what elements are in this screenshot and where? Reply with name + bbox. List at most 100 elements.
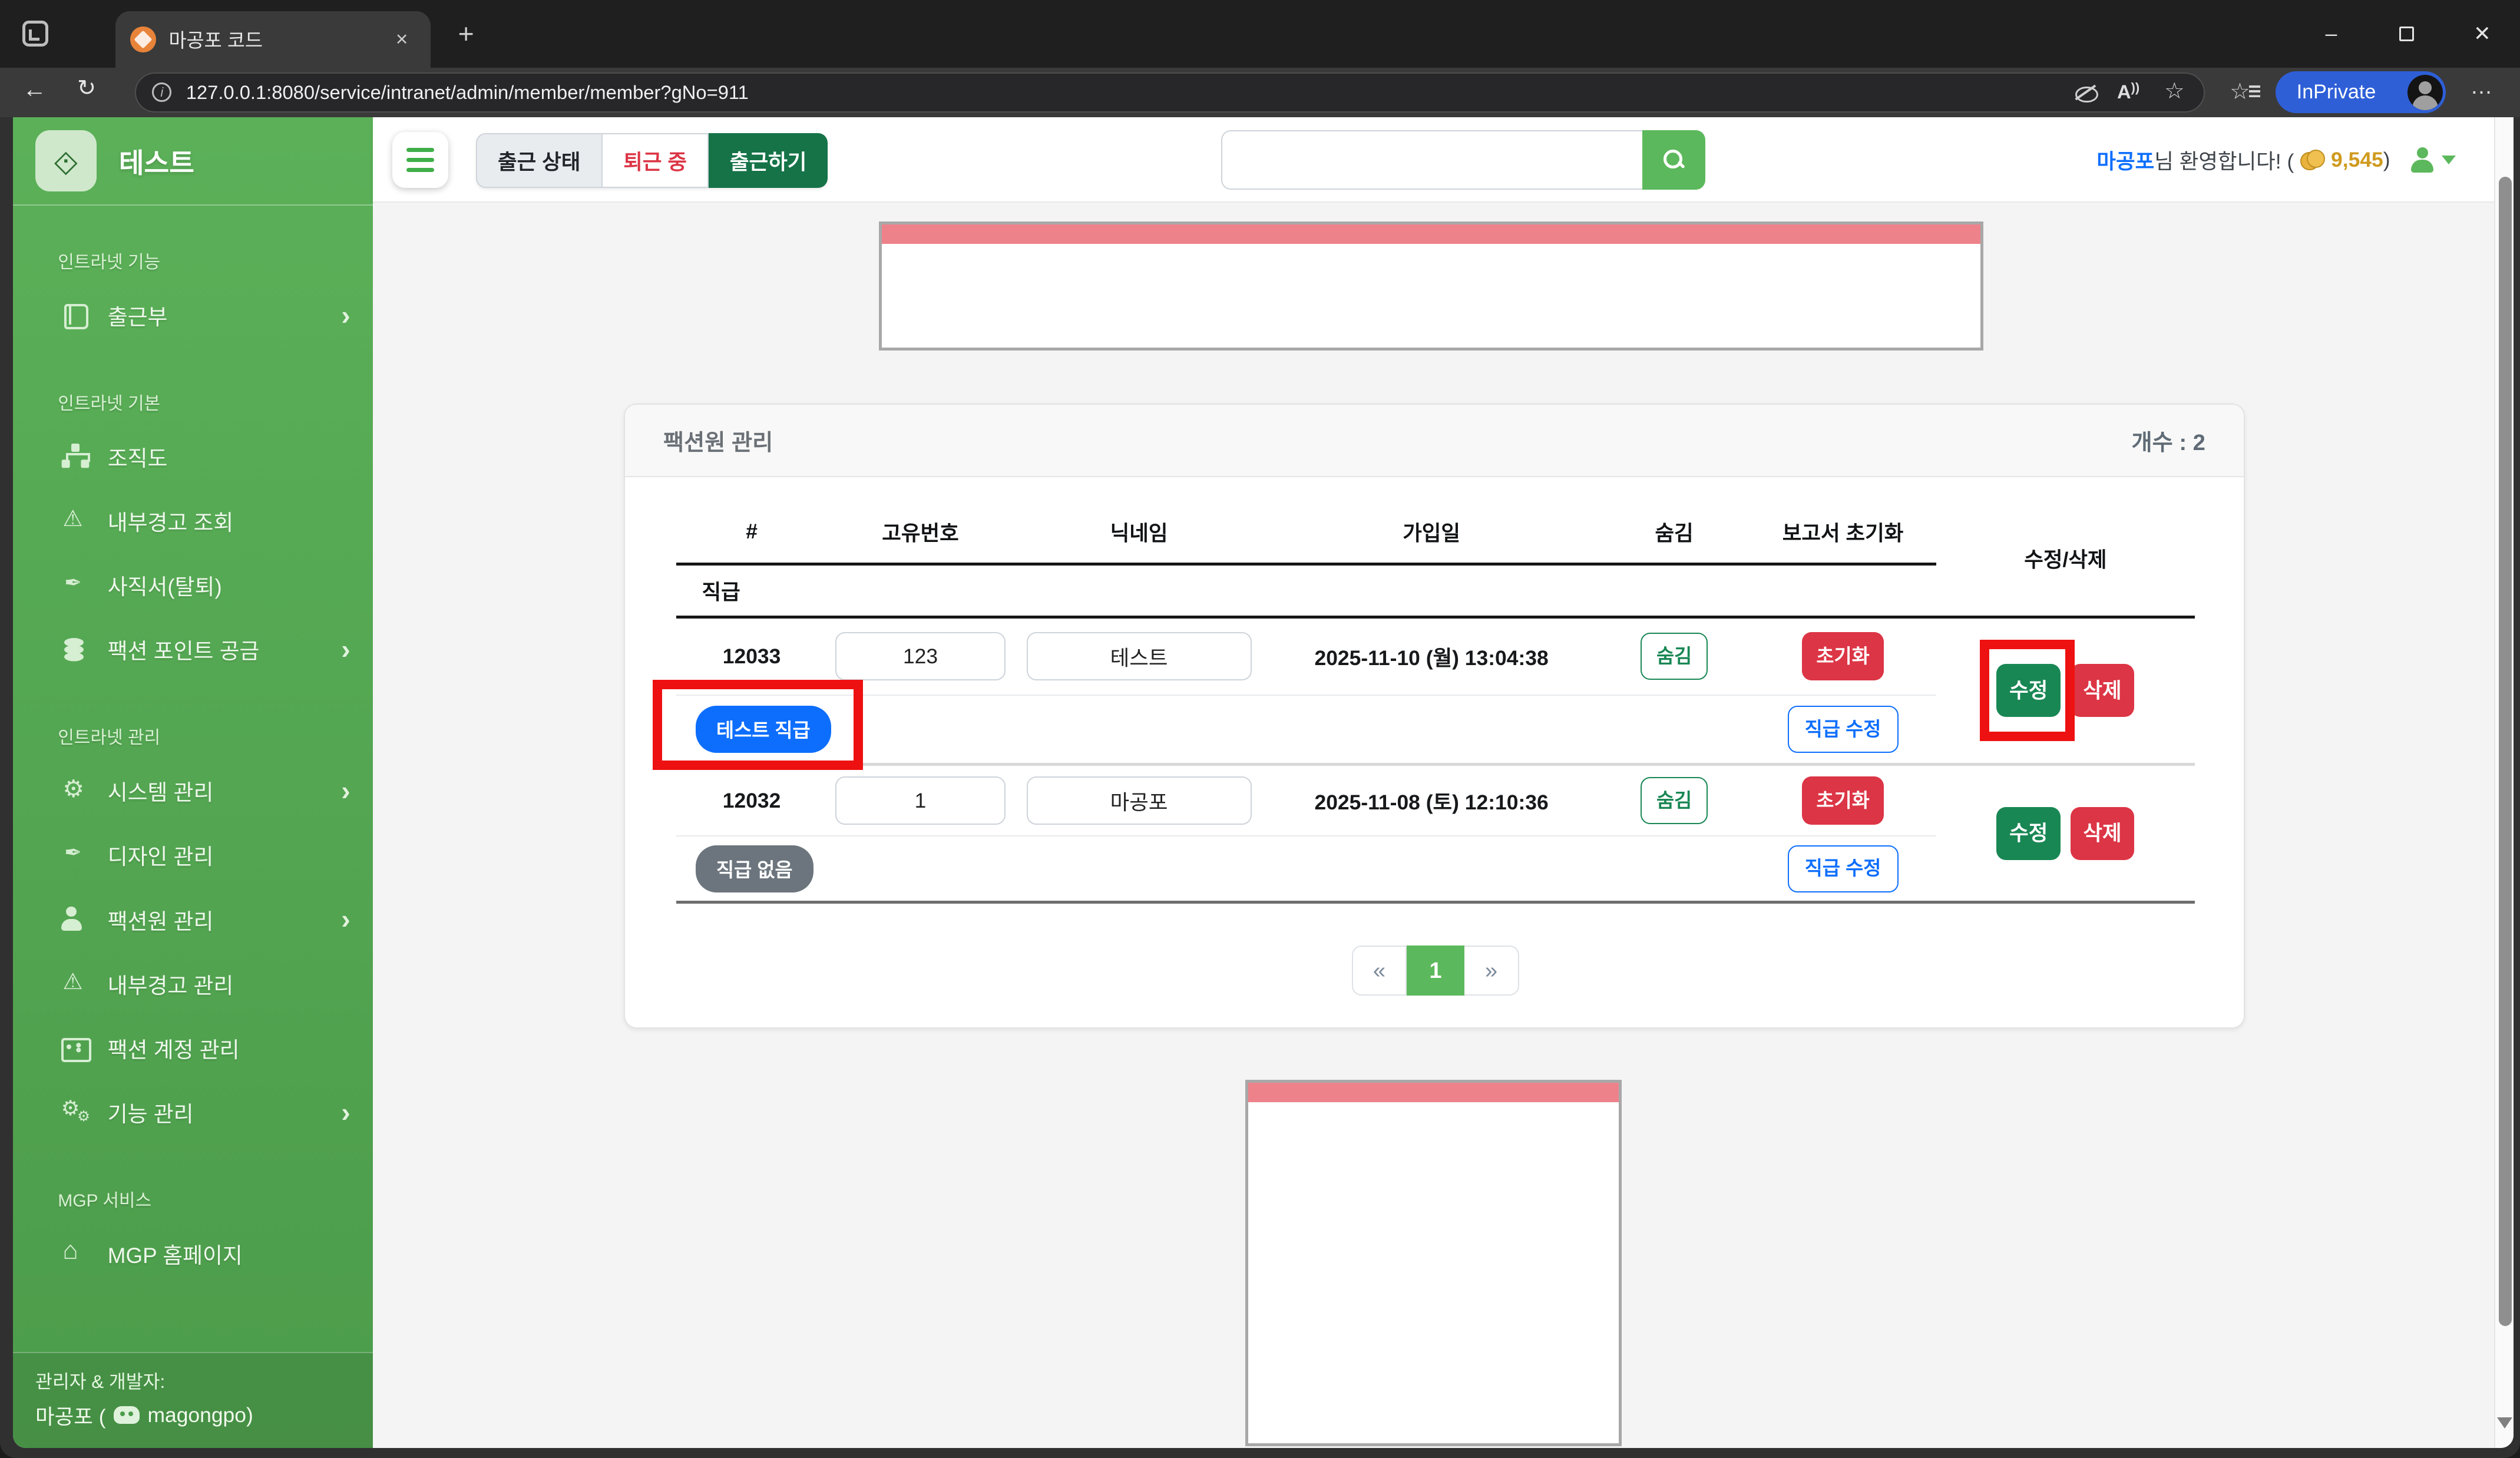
sidebar-item-internal-warning-view[interactable]: 내부경고 조회 (13, 488, 373, 553)
hamburger-menu-button[interactable] (392, 131, 449, 189)
search-button[interactable] (1642, 130, 1705, 190)
sidebar-item-label: 팩션 포인트 공금 (107, 639, 260, 664)
delete-button[interactable]: 삭제 (2070, 806, 2135, 860)
footer-discord-name: magongpo (147, 1403, 246, 1427)
favorite-star-icon[interactable]: ☆ (2164, 78, 2185, 104)
minimize-button[interactable]: – (2325, 21, 2337, 45)
cell-rank-badge: 테스트 직급 (676, 696, 1599, 763)
page-scrollbar[interactable] (2494, 117, 2514, 1449)
address-bar[interactable]: i 127.0.0.1:8080/service/intranet/admin/… (135, 72, 2205, 113)
chevron-right-icon: › (341, 299, 350, 330)
cell-nickname (1013, 619, 1265, 696)
scrollbar-thumb[interactable] (2498, 177, 2512, 1326)
footer-owner-name: 마공포 ( (35, 1404, 106, 1429)
browser-menu-icon[interactable]: … (2470, 74, 2495, 100)
col-header-unique-no: 고유번호 (827, 501, 1014, 566)
member-management-card: 팩션원 관리 개수 : 2 # 고유번호 닉네임 가입일 숨김 보고서 초기화 … (623, 403, 2245, 1029)
book-icon (61, 302, 90, 330)
site-favicon (130, 27, 156, 52)
unique-no-input[interactable] (835, 776, 1006, 825)
window-controls: – ✕ (2293, 0, 2520, 68)
delete-button[interactable]: 삭제 (2070, 664, 2135, 718)
inprivate-badge[interactable]: InPrivate (2276, 71, 2446, 114)
sidebar-footer: 관리자 & 개발자: 마공포 ( magongpo ) (12, 1351, 373, 1449)
cell-unique-no (827, 766, 1014, 837)
nickname-input[interactable] (1026, 632, 1252, 681)
back-icon[interactable]: ← (22, 75, 47, 103)
sidebar-item-internal-warning-management[interactable]: 내부경고 관리 (13, 951, 373, 1016)
rank-edit-button[interactable]: 직급 수정 (1787, 705, 1899, 753)
pagination-next[interactable]: » (1464, 945, 1519, 996)
read-aloud-icon[interactable]: A)) (2116, 80, 2140, 103)
search-icon (1662, 148, 1686, 172)
account-caret-down-icon[interactable] (2441, 155, 2456, 166)
refresh-icon[interactable]: ↻ (77, 75, 96, 101)
attendance-status-label: 출근 상태 (475, 133, 601, 189)
sidebar-item-label: 팩션원 관리 (107, 909, 214, 934)
hide-button[interactable]: 숨김 (1641, 776, 1708, 825)
new-tab-button[interactable]: + (458, 18, 474, 49)
sidebar-item-faction-member-management[interactable]: 팩션원 관리 › (13, 887, 373, 951)
pagination-prev[interactable]: « (1352, 945, 1407, 996)
hide-button[interactable]: 숨김 (1641, 632, 1708, 680)
col-header-index: # (676, 501, 828, 566)
sidebar-item-feature-management[interactable]: 기능 관리 › (13, 1080, 373, 1144)
pagination: « 1 » (676, 945, 2195, 996)
sidebar-item-faction-point-fund[interactable]: 팩션 포인트 공금 › (13, 617, 373, 682)
site-info-icon[interactable]: i (152, 82, 172, 103)
sidebar-item-resignation[interactable]: 사직서(탈퇴) (13, 553, 373, 617)
close-button[interactable]: ✕ (2473, 21, 2491, 45)
account-person-icon[interactable] (2409, 147, 2435, 173)
browser-tab[interactable]: 마공포 코드 × (115, 11, 431, 68)
sidebar-item-faction-account-management[interactable]: 팩션 계정 관리 (13, 1016, 373, 1080)
tracking-prevention-icon[interactable] (2073, 83, 2098, 103)
browser-toolbar: ← ↻ i 127.0.0.1:8080/service/intranet/ad… (0, 67, 2520, 118)
sidebar-item-mgp-homepage[interactable]: MGP 홈페이지 (13, 1221, 373, 1285)
favorites-bar-icon[interactable]: ☆ (2230, 78, 2260, 104)
nickname-input[interactable] (1026, 776, 1252, 825)
sidebar-brand[interactable]: ◇ 테스트 (12, 117, 373, 206)
attendance-segmented-control: 출근 상태 퇴근 중 출근하기 (475, 133, 828, 189)
member-table: # 고유번호 닉네임 가입일 숨김 보고서 초기화 직급 수정/삭제 12033 (676, 501, 2195, 996)
maximize-button[interactable] (2369, 0, 2445, 68)
page-content: 팩션원 관리 개수 : 2 # 고유번호 닉네임 가입일 숨김 보고서 초기화 … (372, 202, 2495, 1449)
member-count: 개수 : 2 (2131, 429, 2205, 455)
report-reset-button[interactable]: 초기화 (1801, 776, 1884, 825)
pen-icon (61, 841, 90, 868)
sidebar-item-design-management[interactable]: 디자인 관리 (13, 823, 373, 887)
cell-actions: 수정 삭제 (1936, 619, 2195, 763)
tab-close-icon[interactable]: × (395, 27, 408, 51)
edit-button[interactable]: 수정 (1996, 664, 2061, 718)
member-id: 12032 (676, 766, 828, 837)
sidebar-item-attendance-book[interactable]: 출근부 › (13, 283, 373, 347)
sidebar-section-label: 인트라넷 기능 (58, 252, 161, 272)
cell-actions: 수정 삭제 (1936, 766, 2195, 901)
bottom-widget-box (1245, 1080, 1622, 1447)
edit-button[interactable]: 수정 (1996, 806, 2061, 860)
sidebar-item-label: MGP 홈페이지 (107, 1243, 243, 1268)
sidebar-item-org-chart[interactable]: 조직도 (13, 424, 373, 488)
check-in-button[interactable]: 출근하기 (709, 133, 828, 189)
search-input[interactable] (1221, 130, 1643, 190)
report-reset-button[interactable]: 초기화 (1801, 632, 1884, 681)
cell-rank-edit: 직급 수정 (1750, 696, 1936, 763)
table-row: 12033 2025-11-10 (월) 13:04:38 숨김 초기화 수정 … (676, 619, 2195, 766)
col-header-join-date: 가입일 (1264, 501, 1599, 566)
unique-no-input[interactable] (835, 632, 1006, 681)
tab-activity-icon[interactable] (22, 21, 48, 47)
sidebar-item-system-management[interactable]: 시스템 관리 › (13, 759, 373, 823)
rank-edit-button[interactable]: 직급 수정 (1787, 845, 1899, 892)
top-widget-header-strip (882, 224, 1980, 244)
cell-hide: 숨김 (1598, 766, 1750, 837)
brand-logo-icon: ◇ (35, 130, 97, 192)
footer-role-label: 관리자 & 개발자: (35, 1371, 166, 1393)
annotation-edit-button-highlight (1980, 639, 2075, 741)
card-title: 팩션원 관리 (663, 429, 773, 455)
profile-avatar (2407, 74, 2443, 110)
member-icon (61, 906, 90, 933)
scrollbar-down-arrow-icon[interactable] (2497, 1417, 2513, 1429)
sidebar-item-label: 출근부 (107, 305, 168, 329)
cell-reset: 초기화 (1750, 619, 1936, 696)
pagination-page-1[interactable]: 1 (1406, 945, 1465, 996)
